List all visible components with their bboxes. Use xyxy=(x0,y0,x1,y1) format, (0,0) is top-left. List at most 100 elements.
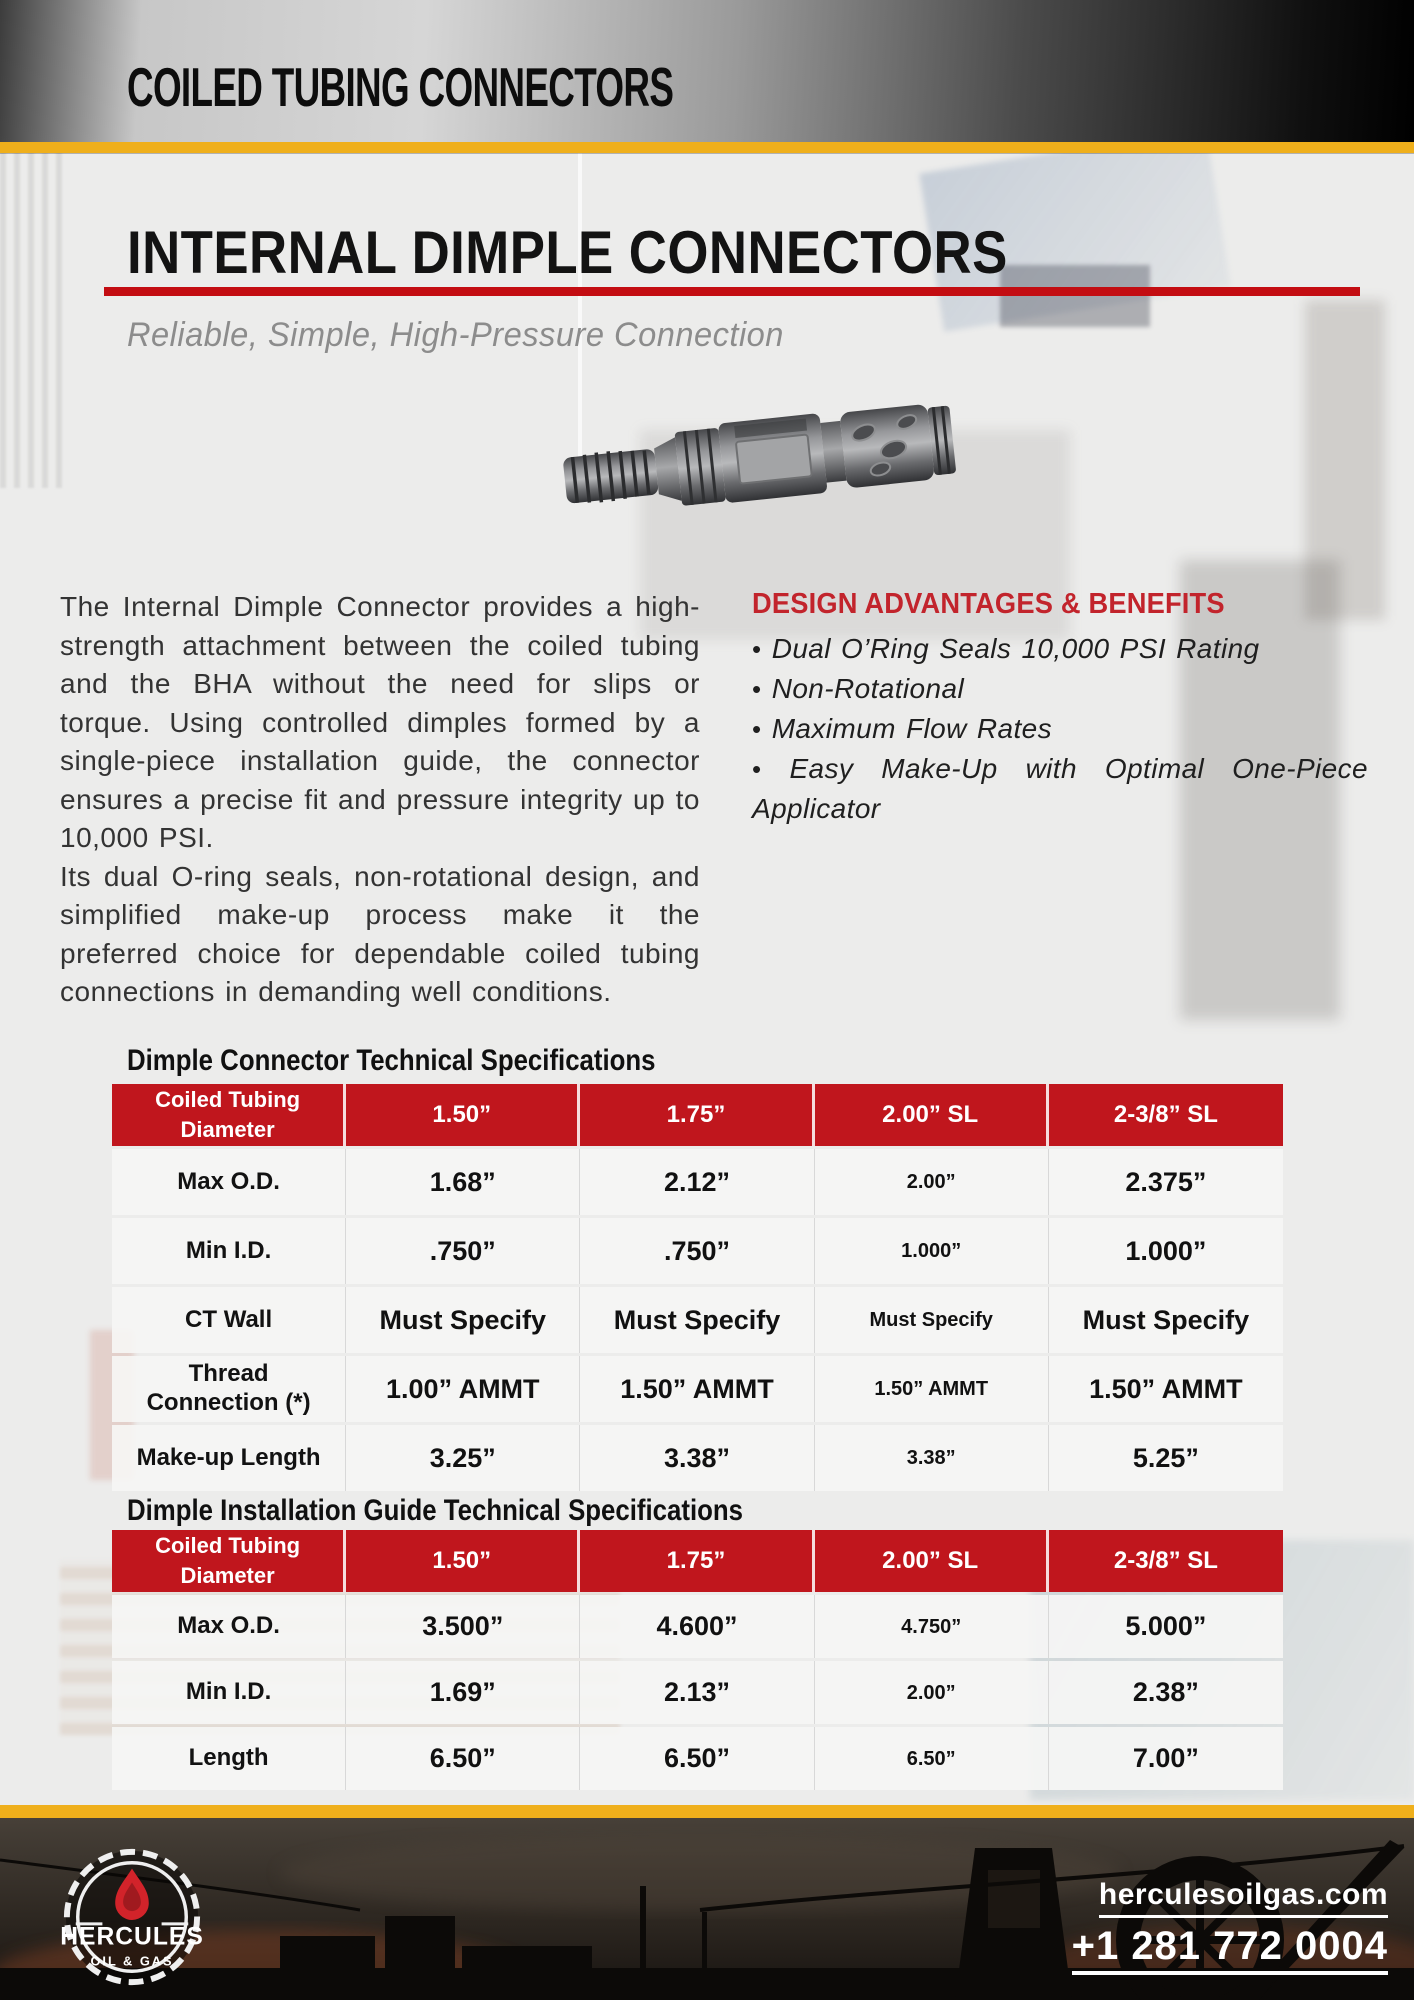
table-cell: 1.50” AMMT xyxy=(814,1356,1049,1422)
bullet-icon: • xyxy=(752,674,762,704)
table-row: Thread Connection (*) 1.00” AMMT 1.50” AMM… xyxy=(112,1356,1283,1422)
table-cell: 1.69” xyxy=(346,1661,581,1724)
table-row-label: Max O.D. xyxy=(112,1149,347,1215)
table-cell: .750” xyxy=(580,1218,815,1284)
table-header-cell: 1.50” xyxy=(346,1084,581,1146)
table-cell: 3.25” xyxy=(346,1425,581,1491)
table-row: Make-up Length 3.25” 3.38” 3.38” 5.25” xyxy=(112,1425,1283,1491)
benefit-item: • Dual O’Ring Seals 10,000 PSI Rating xyxy=(752,633,1260,664)
benefits-panel: DESIGN ADVANTAGES & BENEFITS • Dual O’Ri… xyxy=(752,588,1368,828)
bullet-icon: • xyxy=(752,634,762,664)
background-wall-edge xyxy=(578,150,582,460)
table-cell: Must Specify xyxy=(814,1287,1049,1353)
table-cell: 1.000” xyxy=(1048,1218,1283,1284)
table-cell: 1.68” xyxy=(346,1149,581,1215)
table-row-label: Length xyxy=(112,1727,347,1790)
yellow-stripe-bottom xyxy=(0,1805,1414,1818)
logo-name: HERCULES xyxy=(60,1924,204,1951)
table-2-heading: Dimple Installation Guide Technical Spec… xyxy=(127,1494,743,1527)
installation-guide-spec-table: Coiled Tubing Diameter 1.50” 1.75” 2.00” SL… xyxy=(112,1530,1283,1790)
table-cell: 5.25” xyxy=(1048,1425,1283,1491)
table-cell: 3.38” xyxy=(580,1425,815,1491)
top-banner: COILED TUBING CONNECTORS xyxy=(0,0,1414,142)
table-cell: 5.000” xyxy=(1048,1595,1283,1658)
table-cell: 2.00” xyxy=(814,1661,1049,1724)
benefits-heading: DESIGN ADVANTAGES & BENEFITS xyxy=(752,588,1225,620)
footer-contact: herculesoilgas.com +1 281 772 0004 xyxy=(1071,1878,1388,1975)
table-cell: 1.50” AMMT xyxy=(580,1356,815,1422)
table-1-heading: Dimple Connector Technical Specification… xyxy=(127,1044,656,1077)
yellow-stripe-top xyxy=(0,142,1414,153)
footer-oilfield-silhouette xyxy=(0,1818,1414,2000)
table-cell: 2.375” xyxy=(1048,1149,1283,1215)
benefit-item: • Maximum Flow Rates xyxy=(752,713,1053,744)
table-header-cell: Coiled Tubing Diameter xyxy=(112,1084,347,1146)
table-cell: .750” xyxy=(346,1218,581,1284)
background-radiator xyxy=(0,148,64,488)
banner-title: COILED TUBING CONNECTORS xyxy=(127,56,674,118)
table-cell: 4.750” xyxy=(814,1595,1049,1658)
table-cell: 1.000” xyxy=(814,1218,1049,1284)
logo-tagline: OIL & GAS xyxy=(90,1953,173,1968)
table-cell: 6.50” xyxy=(346,1727,581,1790)
table-cell: 7.00” xyxy=(1048,1727,1283,1790)
page-subtitle: Reliable, Simple, High-Pressure Connecti… xyxy=(127,316,784,354)
table-header-cell: 2.00” SL xyxy=(814,1530,1049,1592)
table-row-label: CT Wall xyxy=(112,1287,347,1353)
table-cell: 2.12” xyxy=(580,1149,815,1215)
intro-paragraph-1: The Internal Dimple Connector provides a… xyxy=(60,591,700,853)
phone-link[interactable]: +1 281 772 0004 xyxy=(1071,1924,1388,1975)
table-row-label: Min I.D. xyxy=(112,1218,347,1284)
table-cell: 1.50” AMMT xyxy=(1048,1356,1283,1422)
table-cell: 6.50” xyxy=(580,1727,815,1790)
table-cell: 1.00” AMMT xyxy=(346,1356,581,1422)
table-cell: Must Specify xyxy=(346,1287,581,1353)
website-link[interactable]: herculesoilgas.com xyxy=(1098,1878,1388,1918)
page-title: INTERNAL DIMPLE CONNECTORS xyxy=(127,219,1008,286)
table-row-label: Max O.D. xyxy=(112,1595,347,1658)
table-header-row: Coiled Tubing Diameter 1.50” 1.75” 2.00” SL… xyxy=(112,1530,1283,1592)
table-row: Length 6.50” 6.50” 6.50” 7.00” xyxy=(112,1727,1283,1790)
table-row-label: Make-up Length xyxy=(112,1425,347,1491)
table-header-cell: 1.75” xyxy=(580,1084,815,1146)
table-row-label: Thread Connection (*) xyxy=(112,1356,347,1422)
table-cell: 3.500” xyxy=(346,1595,581,1658)
background-shadow xyxy=(1180,560,1340,1020)
table-cell: 2.13” xyxy=(580,1661,815,1724)
table-row: CT Wall Must Specify Must Specify Must Spec… xyxy=(112,1287,1283,1353)
benefit-item: • Non-Rotational xyxy=(752,673,965,704)
hercules-logo: HERCULES OIL & GAS xyxy=(60,1848,204,1986)
benefit-item: • Easy Make-Up with Optimal One-Piece Ap… xyxy=(752,753,1368,824)
table-header-cell: 2-3/8” SL xyxy=(1048,1530,1283,1592)
table-header-row: Coiled Tubing Diameter 1.50” 1.75” 2.00” SL… xyxy=(112,1084,1283,1146)
table-header-cell: 1.50” xyxy=(346,1530,581,1592)
benefits-list: • Dual O’Ring Seals 10,000 PSI Rating • N… xyxy=(752,629,1368,828)
table-cell: 2.38” xyxy=(1048,1661,1283,1724)
table-header-cell: Coiled Tubing Diameter xyxy=(112,1530,347,1592)
bullet-icon: • xyxy=(752,714,762,744)
table-row: Min I.D. 1.69” 2.13” 2.00” 2.38” xyxy=(112,1661,1283,1724)
table-row: Max O.D. 1.68” 2.12” 2.00” 2.375” xyxy=(112,1149,1283,1215)
table-cell: Must Specify xyxy=(580,1287,815,1353)
intro-text: The Internal Dimple Connector provides a… xyxy=(60,588,700,1012)
table-row: Max O.D. 3.500” 4.600” 4.750” 5.000” xyxy=(112,1595,1283,1658)
connector-product-image xyxy=(563,404,956,506)
footer: HERCULES OIL & GAS herculesoilgas.com +1… xyxy=(0,1818,1414,2000)
table-cell: 2.00” xyxy=(814,1149,1049,1215)
table-row-label: Min I.D. xyxy=(112,1661,347,1724)
table-cell: Must Specify xyxy=(1048,1287,1283,1353)
table-cell: 3.38” xyxy=(814,1425,1049,1491)
intro-paragraph-2: Its dual O-ring seals, non-rotational de… xyxy=(60,860,700,1008)
table-header-cell: 1.75” xyxy=(580,1530,815,1592)
title-underline xyxy=(104,287,1360,296)
background-saw-base xyxy=(1000,265,1150,327)
bullet-icon: • xyxy=(752,754,762,784)
table-cell: 6.50” xyxy=(814,1727,1049,1790)
table-row: Min I.D. .750” .750” 1.000” 1.000” xyxy=(112,1218,1283,1284)
background-shadow xyxy=(1305,300,1385,620)
table-header-cell: 2.00” SL xyxy=(814,1084,1049,1146)
table-cell: 4.600” xyxy=(580,1595,815,1658)
dimple-connector-spec-table: Coiled Tubing Diameter 1.50” 1.75” 2.00” SL… xyxy=(112,1084,1283,1491)
table-header-cell: 2-3/8” SL xyxy=(1048,1084,1283,1146)
